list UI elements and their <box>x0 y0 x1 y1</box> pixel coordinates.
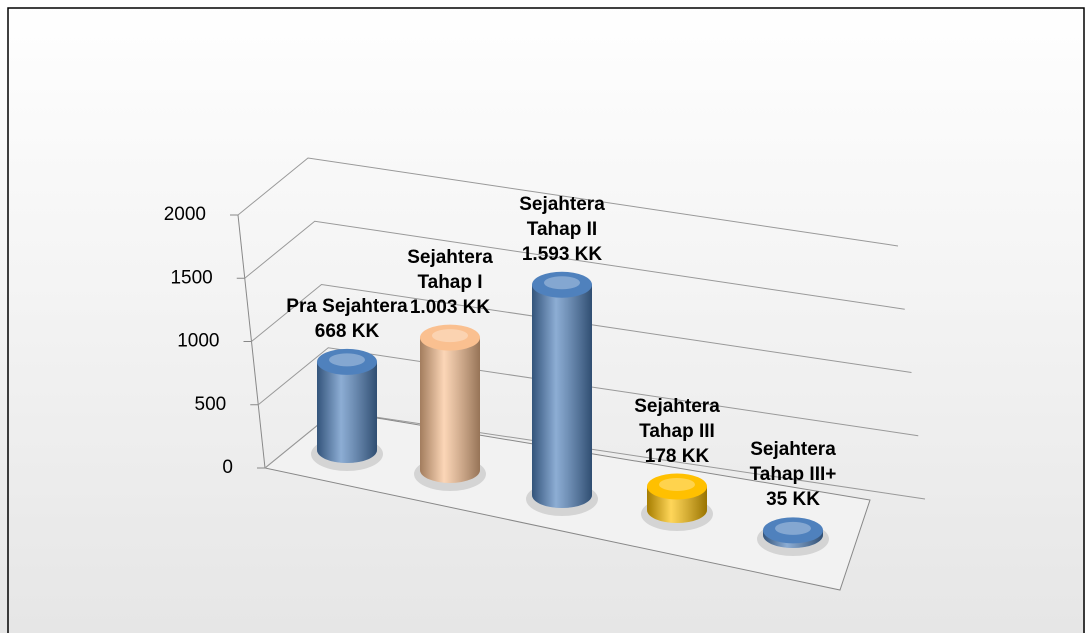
bar-shade <box>317 361 377 463</box>
bar-top <box>647 473 707 500</box>
bar-shade <box>532 284 592 508</box>
data-label-value: 178 KK <box>644 445 710 467</box>
bar-top-highlight <box>432 329 468 343</box>
chart-border <box>7 7 1085 633</box>
bar-top-highlight <box>775 521 811 535</box>
y-tick-label: 0 <box>222 457 233 478</box>
bar-top-highlight <box>329 353 365 367</box>
data-label-category: Pra Sejahtera <box>286 295 408 317</box>
grid-line <box>257 347 919 437</box>
data-label: Pra Sejahtera 668 KK <box>262 294 432 344</box>
y-tick-label: 1000 <box>177 331 219 352</box>
data-label-value: 668 KK <box>314 320 380 342</box>
grid-line <box>251 283 912 373</box>
data-label-category: Sejahtera Tahap III <box>634 395 720 442</box>
bar-top <box>317 348 377 375</box>
data-label: Sejahtera Tahap II 1.593 KK <box>502 192 622 267</box>
bar-top <box>763 517 823 544</box>
data-label: Sejahtera Tahap III 178 KK <box>617 394 737 469</box>
data-label-value: 35 KK <box>766 489 820 511</box>
y-tick-label: 1500 <box>170 267 212 288</box>
data-label: Sejahtera Tahap III+ 35 KK <box>733 437 853 512</box>
bar-shade <box>420 337 480 483</box>
data-label-category: Sejahtera Tahap I <box>407 246 493 293</box>
data-label-category: Sejahtera Tahap III+ <box>749 439 837 486</box>
y-tick-label: 500 <box>195 394 227 415</box>
bar-top <box>532 271 592 298</box>
grid-line <box>237 157 899 247</box>
grid-line <box>244 220 905 310</box>
data-label-value: 1.593 KK <box>521 243 603 265</box>
y-tick-label: 2000 <box>164 204 206 225</box>
data-label-category: Sejahtera Tahap II <box>519 193 605 240</box>
data-label: Sejahtera Tahap I 1.003 KK <box>390 245 510 320</box>
data-label-value: 1.003 KK <box>409 296 491 318</box>
bar-top-highlight <box>659 478 695 492</box>
bar-top <box>420 324 480 351</box>
bar-top-highlight <box>544 276 580 290</box>
